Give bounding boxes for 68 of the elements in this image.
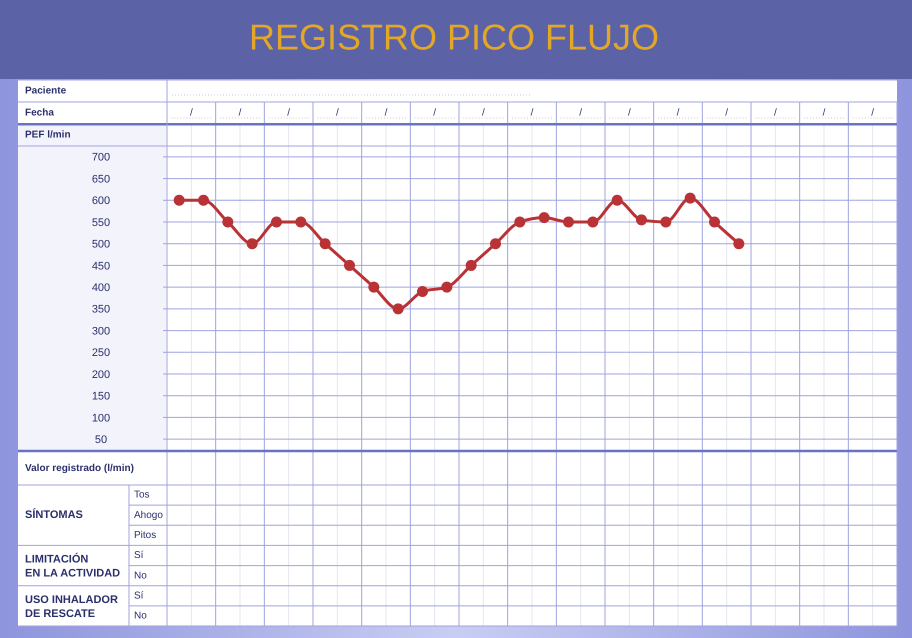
text: / [336, 108, 339, 119]
text: Fecha [25, 108, 54, 119]
point [198, 194, 209, 206]
text: / [774, 108, 777, 119]
text: / [676, 108, 680, 119]
point [417, 286, 428, 297]
point [344, 260, 355, 271]
text: Valor registrado (l/min) [25, 463, 134, 474]
point [538, 212, 550, 224]
text: No [134, 610, 148, 622]
y-tick-label: 650 [92, 173, 110, 186]
point [709, 216, 720, 228]
point [295, 216, 306, 228]
point [612, 194, 623, 206]
text: / [287, 108, 290, 119]
y-tick-label: 500 [92, 238, 110, 251]
y-tick-label: 350 [92, 304, 110, 316]
text: Sí [134, 550, 144, 562]
text: LIMITACIÓN EN LA ACTIVIDAD [25, 552, 120, 580]
point [320, 238, 331, 250]
y-tick-label: 100 [92, 412, 110, 424]
point [660, 216, 672, 228]
text: / [482, 108, 485, 119]
text: SÍNTOMAS [25, 508, 83, 522]
text: / [238, 108, 242, 119]
y-tick-label: 450 [92, 260, 110, 272]
point [174, 194, 185, 206]
y-tick-label: 150 [92, 390, 110, 403]
text: USO INHALADOR DE RESCATE [25, 594, 118, 620]
text: Paciente [25, 86, 67, 97]
y-axis-title: PEF l/min [25, 130, 71, 141]
point [441, 282, 452, 293]
text: / [530, 108, 534, 119]
chart-title: REGISTRO PICO FLUJO [248, 16, 660, 58]
y-tick-label: 700 [92, 152, 110, 164]
point [490, 238, 501, 250]
text: / [871, 108, 874, 119]
text: Sí [134, 590, 144, 602]
text: / [822, 108, 826, 119]
point [246, 238, 258, 250]
point [222, 216, 234, 228]
point [271, 216, 282, 228]
text: Ahogo [134, 510, 164, 521]
text: Tos [134, 490, 150, 501]
point [636, 214, 647, 226]
point [587, 216, 598, 228]
y-tick-label: 200 [92, 368, 110, 381]
text: / [384, 108, 388, 119]
text: Pitos [134, 530, 156, 541]
point [733, 238, 744, 250]
text: No [134, 570, 148, 582]
y-tick-label: 300 [92, 325, 110, 338]
point [368, 282, 380, 293]
text: / [190, 108, 193, 119]
text: / [628, 108, 631, 119]
text: / [725, 108, 728, 119]
point [514, 216, 526, 228]
y-tick-label: 600 [92, 195, 110, 208]
text: / [579, 108, 582, 119]
point [563, 216, 574, 228]
y-tick-label: 250 [92, 347, 110, 360]
y-tick-label: 50 [94, 434, 108, 446]
text: / [433, 108, 436, 119]
y-tick-label: 400 [92, 282, 110, 294]
point [392, 303, 404, 314]
point [684, 192, 696, 204]
y-tick-label: 550 [92, 216, 110, 229]
point [466, 260, 477, 271]
